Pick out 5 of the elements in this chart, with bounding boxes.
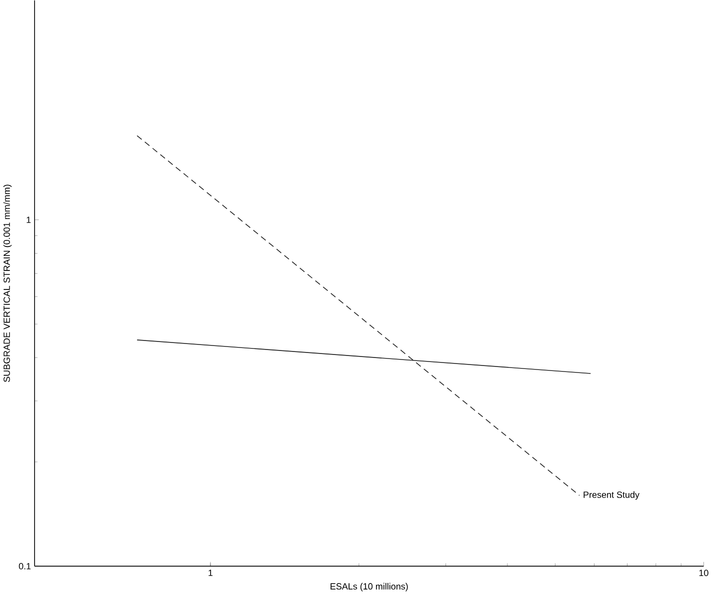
x-tick-label: 10 — [699, 570, 708, 576]
y-tick-label: 0.1 — [18, 563, 31, 570]
series-label: Present Study — [584, 491, 640, 500]
x-axis-title: ESALs (10 millions) — [330, 583, 408, 592]
y-axis-title: SUBGRADE VERTICAL STRAIN (0.001 mm/mm) — [3, 184, 12, 382]
